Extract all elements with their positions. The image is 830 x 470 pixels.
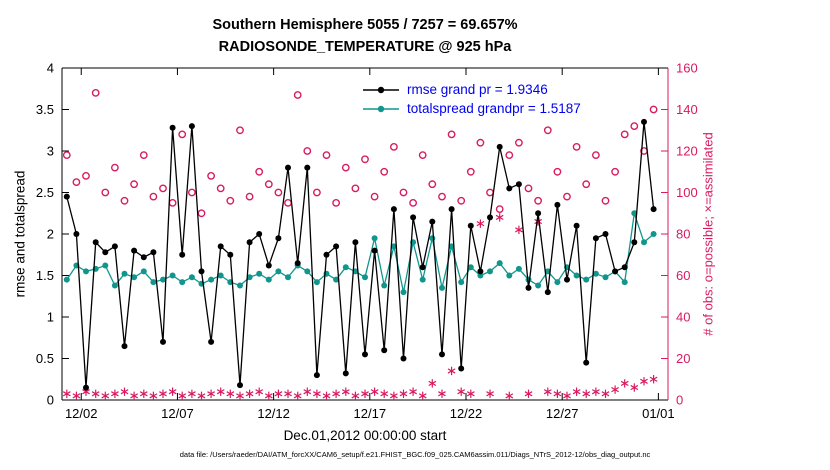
chart-title-line2: RADIOSONDE_TEMPERATURE @ 925 hPa <box>218 39 512 55</box>
svg-text:80: 80 <box>676 227 690 242</box>
legend-item-totalspread: totalspread grandpr = 1.5187 <box>362 99 581 118</box>
svg-text:4: 4 <box>47 61 54 76</box>
svg-text:12/22: 12/22 <box>450 406 483 421</box>
legend-item-rmse: rmse grand pr = 1.9346 <box>362 80 581 99</box>
svg-text:0: 0 <box>47 393 54 408</box>
svg-text:40: 40 <box>676 310 690 325</box>
svg-text:160: 160 <box>676 61 698 76</box>
chart-title: Southern Hemisphere 5055 / 7257 = 69.657… <box>62 14 668 58</box>
svg-text:1: 1 <box>47 310 54 325</box>
svg-text:0.5: 0.5 <box>36 351 54 366</box>
svg-text:100: 100 <box>676 185 698 200</box>
legend: rmse grand pr = 1.9346 totalspread grand… <box>362 80 581 118</box>
svg-text:140: 140 <box>676 102 698 117</box>
svg-text:60: 60 <box>676 268 690 283</box>
legend-marker-totalspread-icon <box>363 105 399 112</box>
svg-text:0: 0 <box>676 393 683 408</box>
legend-label-rmse: rmse grand pr = 1.9346 <box>407 82 548 97</box>
svg-text:01/01: 01/01 <box>642 406 675 421</box>
svg-text:20: 20 <box>676 351 690 366</box>
svg-text:2.5: 2.5 <box>36 185 54 200</box>
svg-text:12/17: 12/17 <box>354 406 387 421</box>
data-file-caption: data file: /Users/raeder/DAI/ATM_forcXX/… <box>179 450 651 459</box>
svg-text:12/27: 12/27 <box>546 406 579 421</box>
svg-text:120: 120 <box>676 144 698 159</box>
y-axis-label-right: # of obs: o=possible; ×=assimilated <box>700 132 716 336</box>
svg-text:1.5: 1.5 <box>36 268 54 283</box>
x-axis-label: Dec.01,2012 00:00:00 start <box>283 428 447 443</box>
svg-text:3.5: 3.5 <box>36 102 54 117</box>
svg-text:12/07: 12/07 <box>161 406 194 421</box>
svg-text:12/12: 12/12 <box>257 406 290 421</box>
svg-text:12/02: 12/02 <box>65 406 98 421</box>
svg-text:3: 3 <box>47 144 54 159</box>
y-axis-label-left: rmse and totalspread <box>12 170 28 298</box>
chart-title-line1: Southern Hemisphere 5055 / 7257 = 69.657… <box>212 17 518 33</box>
legend-label-totalspread: totalspread grandpr = 1.5187 <box>407 101 581 116</box>
legend-marker-rmse-icon <box>363 86 399 93</box>
svg-text:2: 2 <box>47 227 54 242</box>
